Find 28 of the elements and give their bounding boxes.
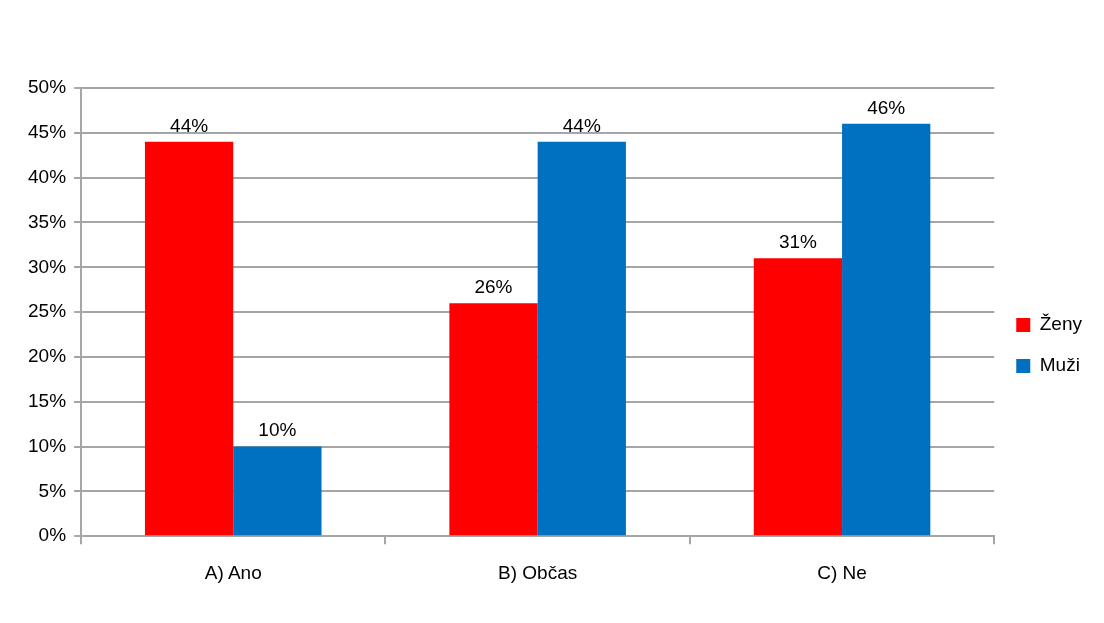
y-tick-label: 20% [28, 345, 67, 367]
bar [753, 258, 843, 536]
data-label: 31% [778, 231, 818, 253]
y-tick-label: 10% [28, 434, 67, 456]
x-tick-label: C) Ne [817, 561, 867, 583]
bar [842, 123, 931, 536]
y-tick-label: 35% [28, 210, 67, 232]
y-tick-label: 15% [28, 389, 67, 411]
y-tick-label: 40% [28, 165, 67, 187]
y-tick-label: 45% [28, 121, 67, 143]
bar [144, 141, 234, 536]
y-tick-label: 0% [38, 524, 67, 546]
legend-label: Muži [1039, 354, 1080, 376]
legend-label: Ženy [1039, 313, 1083, 335]
y-tick-label: 25% [28, 300, 67, 322]
x-tick-label: B) Občas [498, 561, 578, 583]
data-label: 44% [562, 114, 601, 136]
data-label: 44% [170, 114, 209, 136]
data-label: 10% [258, 419, 297, 441]
bar [537, 141, 626, 536]
y-tick-label: 5% [38, 479, 67, 501]
data-label: 46% [867, 96, 906, 118]
y-tick-label: 50% [28, 76, 67, 98]
bar [233, 446, 322, 536]
bar [449, 303, 538, 536]
x-tick-label: A) Ano [204, 561, 262, 583]
data-label: 26% [474, 275, 513, 297]
y-tick-label: 30% [28, 255, 67, 277]
